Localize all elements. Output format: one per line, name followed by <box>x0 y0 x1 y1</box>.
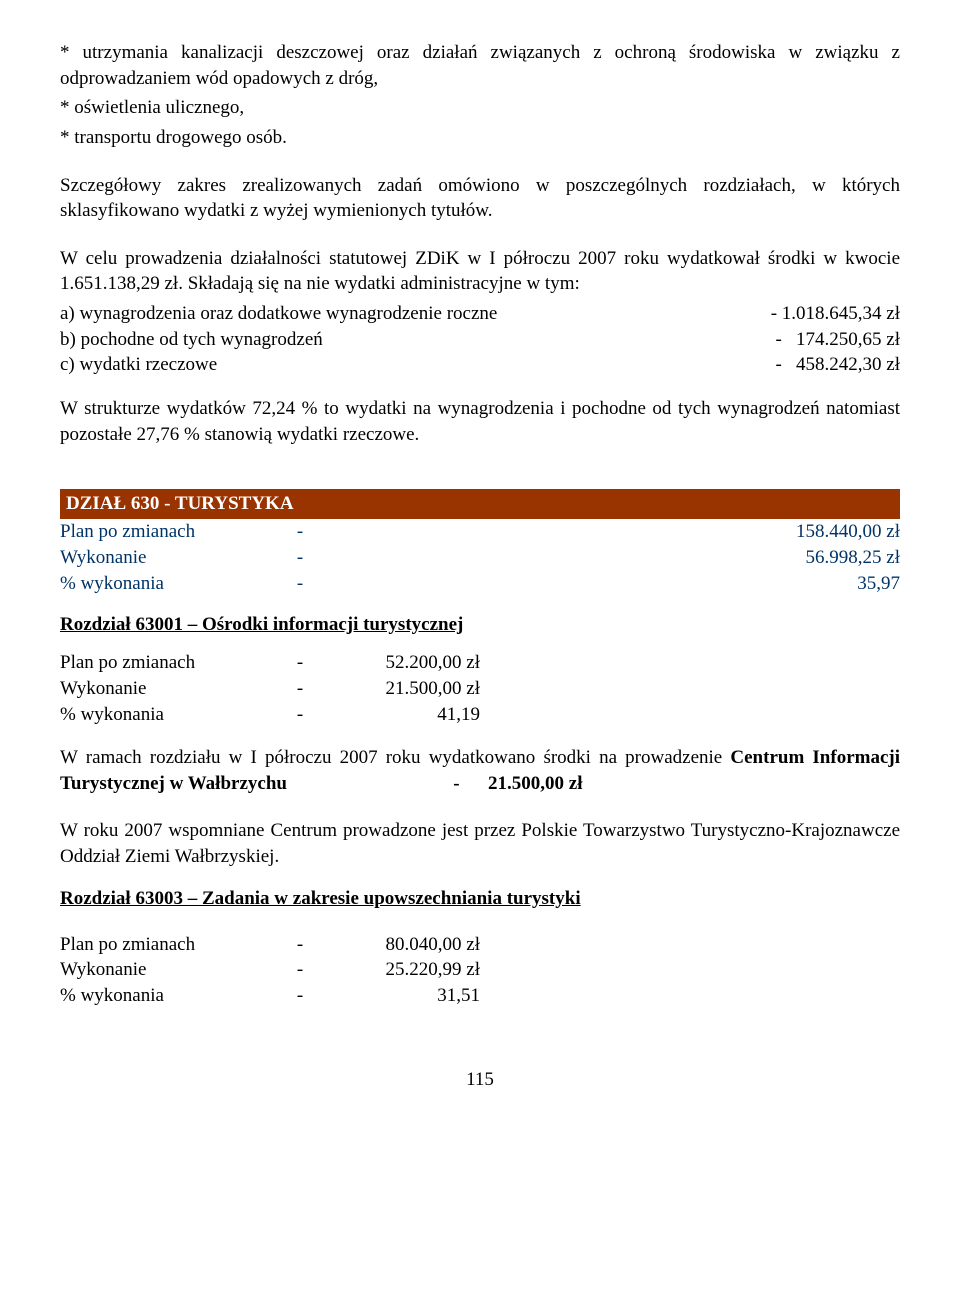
detail-label: % wykonania <box>60 702 280 728</box>
text-run: W ramach rozdziału w I półroczu 2007 rok… <box>60 747 730 768</box>
expense-value: - 174.250,65 zł <box>775 327 900 353</box>
summary-dash: - <box>280 519 320 545</box>
expense-item-c: c) wydatki rzeczowe - 458.242,30 zł <box>60 352 900 378</box>
expense-item-b: b) pochodne od tych wynagrodzeń - 174.25… <box>60 327 900 353</box>
summary-row: Wykonanie - 56.998,25 zł <box>60 545 900 571</box>
summary-row: Plan po zmianach - 158.440,00 zł <box>60 519 900 545</box>
expense-label: a) wynagrodzenia oraz dodatkowe wynagrod… <box>60 301 497 327</box>
summary-label: Wykonanie <box>60 545 280 571</box>
bullet-item: * oświetlenia ulicznego, <box>60 95 900 121</box>
paragraph: W celu prowadzenia działalności statutow… <box>60 246 900 297</box>
paragraph: W ramach rozdziału w I półroczu 2007 rok… <box>60 745 900 796</box>
summary-dash: - <box>280 571 320 597</box>
detail-label: Plan po zmianach <box>60 650 280 676</box>
summary-row: % wykonania - 35,97 <box>60 571 900 597</box>
detail-value: 80.040,00 zł <box>320 932 480 958</box>
summary-label: % wykonania <box>60 571 280 597</box>
detail-value: 21.500,00 zł <box>320 676 480 702</box>
detail-value: 31,51 <box>320 983 480 1009</box>
detail-dash: - <box>280 957 320 983</box>
detail-dash: - <box>280 983 320 1009</box>
detail-label: Plan po zmianach <box>60 932 280 958</box>
detail-row: Plan po zmianach - 52.200,00 zł <box>60 650 900 676</box>
detail-row: Plan po zmianach - 80.040,00 zł <box>60 932 900 958</box>
detail-value: 25.220,99 zł <box>320 957 480 983</box>
bullet-item: * transportu drogowego osób. <box>60 125 900 151</box>
detail-value: 41,19 <box>320 702 480 728</box>
detail-dash: - <box>280 676 320 702</box>
summary-value: 56.998,25 zł <box>320 545 900 571</box>
page-number: 115 <box>60 1069 900 1091</box>
expense-label: c) wydatki rzeczowe <box>60 352 217 378</box>
detail-row: Wykonanie - 25.220,99 zł <box>60 957 900 983</box>
detail-row: % wykonania - 41,19 <box>60 702 900 728</box>
detail-label: Wykonanie <box>60 676 280 702</box>
subsection-heading: Rozdział 63003 – Zadania w zakresie upow… <box>60 888 900 910</box>
expense-value: - 1.018.645,34 zł <box>771 301 900 327</box>
detail-dash: - <box>280 932 320 958</box>
expense-label: b) pochodne od tych wynagrodzeń <box>60 327 323 353</box>
detail-row: % wykonania - 31,51 <box>60 983 900 1009</box>
text-pad: - <box>287 773 488 794</box>
paragraph: Szczegółowy zakres zrealizowanych zadań … <box>60 173 900 224</box>
paragraph: W roku 2007 wspomniane Centrum prowadzon… <box>60 818 900 869</box>
expense-item-a: a) wynagrodzenia oraz dodatkowe wynagrod… <box>60 301 900 327</box>
detail-label: % wykonania <box>60 983 280 1009</box>
section-header: DZIAŁ 630 - TURYSTYKA <box>60 489 900 519</box>
summary-label: Plan po zmianach <box>60 519 280 545</box>
detail-label: Wykonanie <box>60 957 280 983</box>
summary-dash: - <box>280 545 320 571</box>
detail-value: 52.200,00 zł <box>320 650 480 676</box>
paragraph: W strukturze wydatków 72,24 % to wydatki… <box>60 396 900 447</box>
summary-value: 35,97 <box>320 571 900 597</box>
expense-value: - 458.242,30 zł <box>775 352 900 378</box>
bullet-item: * utrzymania kanalizacji deszczowej oraz… <box>60 40 900 91</box>
detail-dash: - <box>280 702 320 728</box>
summary-value: 158.440,00 zł <box>320 519 900 545</box>
detail-dash: - <box>280 650 320 676</box>
text-bold-value: 21.500,00 zł <box>488 773 582 794</box>
detail-row: Wykonanie - 21.500,00 zł <box>60 676 900 702</box>
subsection-heading: Rozdział 63001 – Ośrodki informacji tury… <box>60 614 900 636</box>
